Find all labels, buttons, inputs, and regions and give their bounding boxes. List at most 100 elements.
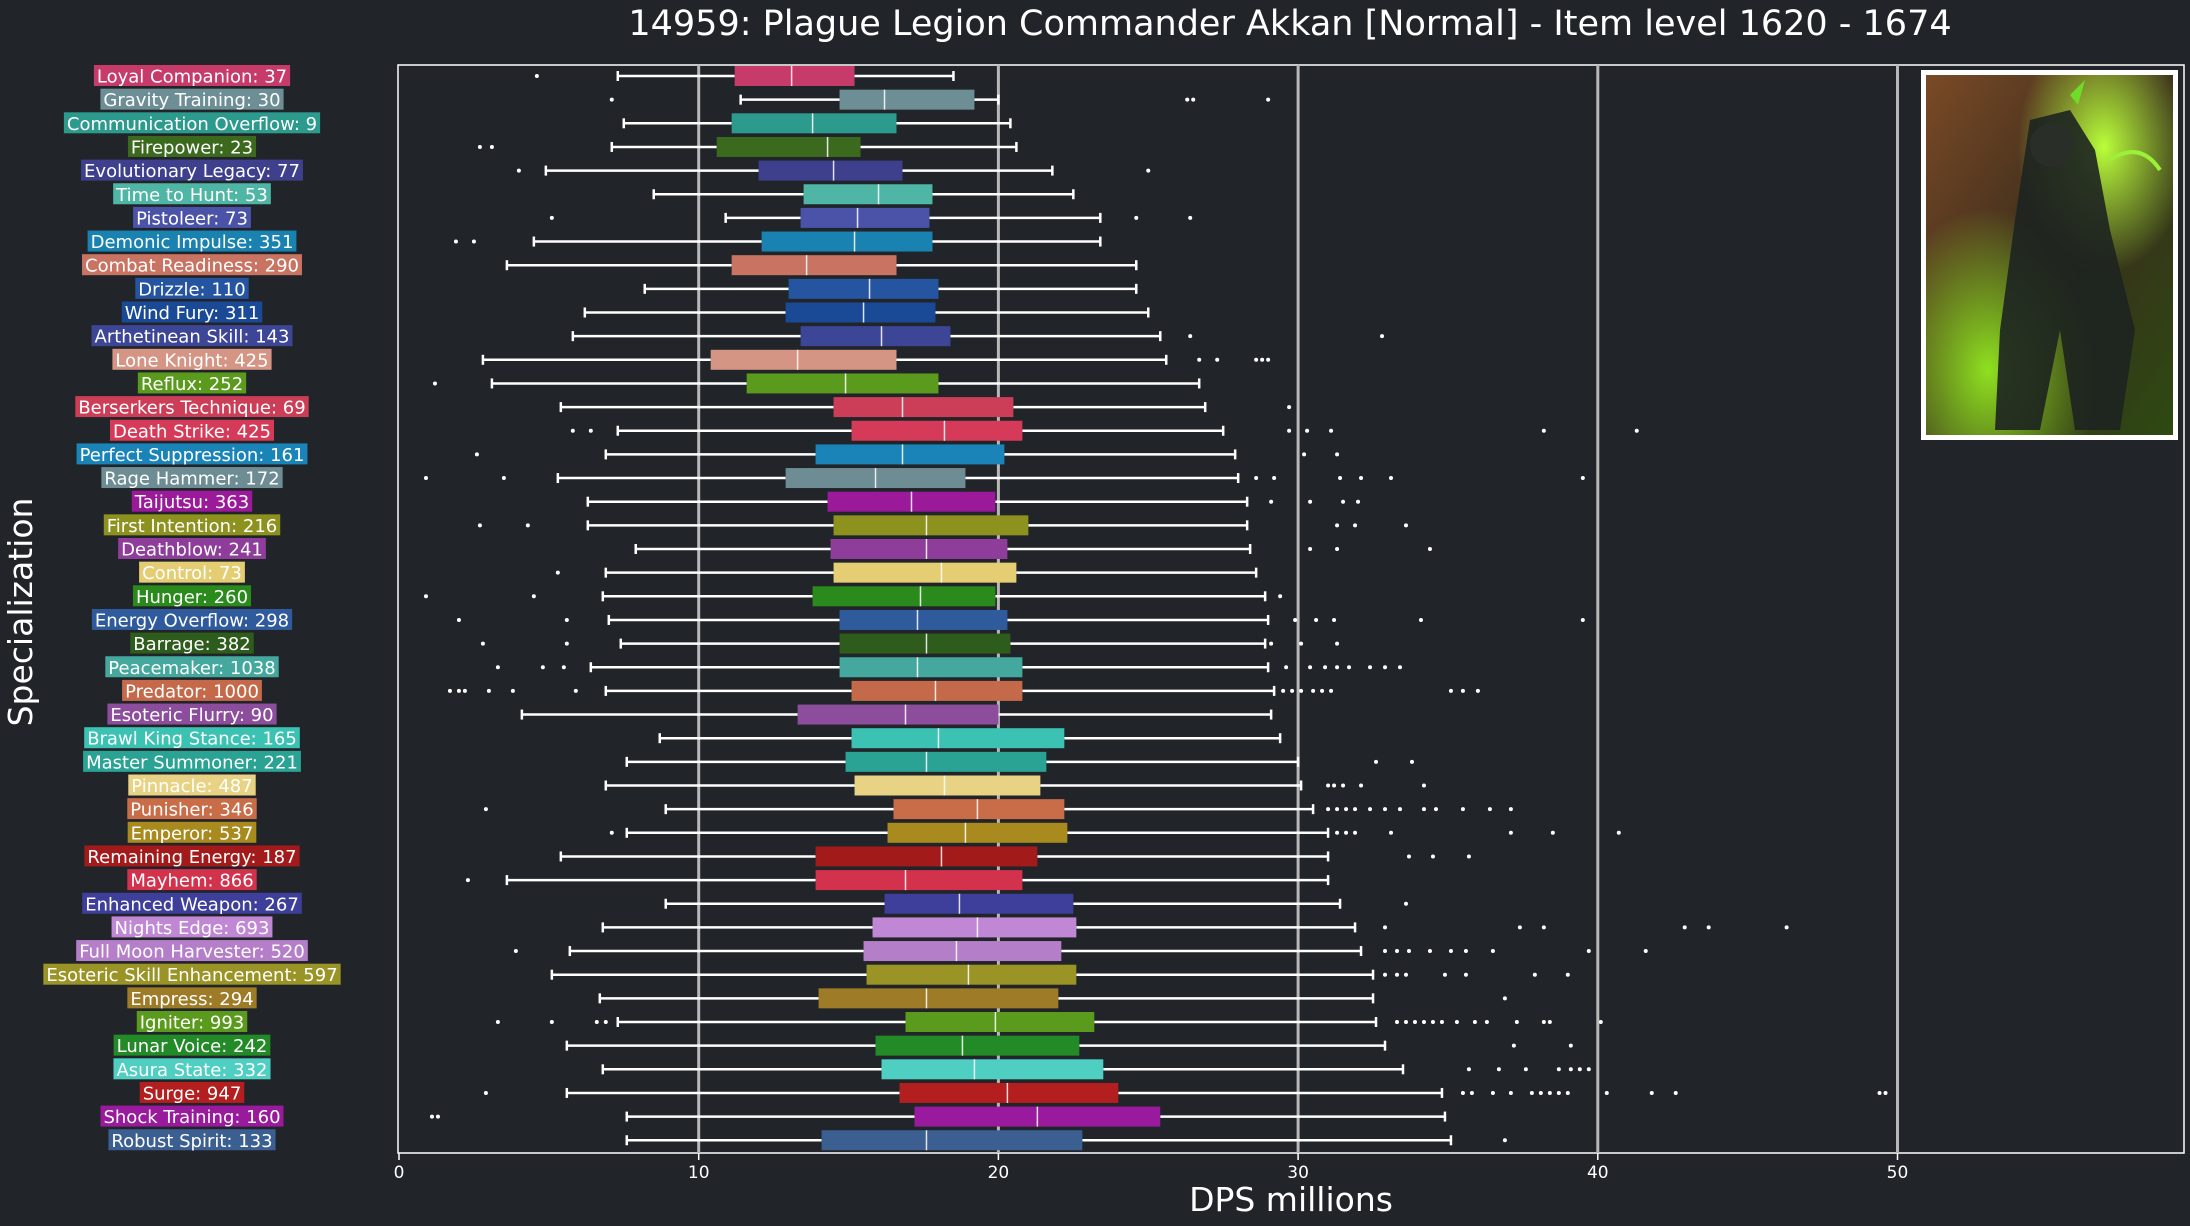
outlier-point bbox=[1335, 641, 1340, 646]
label-text: Demonic Impulse: 351 bbox=[91, 232, 294, 253]
outlier-point bbox=[1374, 759, 1379, 764]
outlier-point bbox=[1550, 830, 1555, 835]
outlier-point bbox=[1568, 1043, 1573, 1048]
box-row bbox=[516, 160, 1151, 181]
label-background bbox=[81, 159, 303, 181]
label-background bbox=[76, 443, 308, 465]
outlier-point bbox=[1577, 1067, 1582, 1072]
box-iqr bbox=[818, 988, 1059, 1009]
category-label: Full Moon Harvester: 520 bbox=[76, 940, 308, 963]
box-row bbox=[622, 113, 1012, 134]
outlier-point bbox=[1332, 617, 1337, 622]
outlier-point bbox=[1565, 1090, 1570, 1095]
label-text: Evolutionary Legacy: 77 bbox=[84, 161, 300, 182]
box-iqr bbox=[866, 964, 1077, 985]
outlier-point bbox=[1380, 334, 1385, 339]
outlier-point bbox=[1508, 1090, 1513, 1095]
outlier-point bbox=[1469, 1090, 1474, 1095]
label-background bbox=[127, 135, 257, 157]
label-text: Gravity Training: 30 bbox=[103, 90, 280, 111]
box-row bbox=[625, 1130, 1507, 1151]
box-row bbox=[483, 799, 1513, 820]
box-iqr bbox=[731, 255, 897, 276]
outlier-point bbox=[1514, 1020, 1519, 1024]
label-text: Brawl King Stance: 165 bbox=[87, 729, 297, 750]
box-row bbox=[481, 349, 1271, 370]
box-row bbox=[565, 1035, 1573, 1056]
category-label: Communication Overflow: 9 bbox=[63, 112, 321, 135]
label-text: Lunar Voice: 242 bbox=[117, 1036, 268, 1057]
outlier-point bbox=[1421, 807, 1426, 812]
outlier-point bbox=[1338, 476, 1343, 481]
outlier-point bbox=[1568, 1067, 1573, 1072]
outlier-point bbox=[453, 239, 458, 244]
outlier-point bbox=[1323, 665, 1328, 670]
outlier-point bbox=[1332, 783, 1337, 788]
outlier-point bbox=[1883, 1090, 1888, 1095]
label-text: Perfect Suppression: 161 bbox=[80, 445, 305, 466]
outlier-point bbox=[1287, 428, 1292, 433]
outlier-point bbox=[1538, 1090, 1543, 1095]
label-background bbox=[128, 774, 256, 796]
label-text: Drizzle: 110 bbox=[138, 279, 245, 300]
category-label: Death Strike: 425 bbox=[109, 419, 275, 442]
label-background bbox=[91, 608, 293, 630]
outlier-point bbox=[1439, 1020, 1444, 1024]
box-iqr bbox=[845, 751, 1047, 772]
outlier-point bbox=[1460, 1090, 1465, 1095]
label-background bbox=[87, 230, 297, 252]
category-label: First Intention: 216 bbox=[103, 514, 281, 537]
outlier-point bbox=[1490, 1090, 1495, 1095]
outlier-point bbox=[1448, 949, 1453, 954]
box-iqr bbox=[812, 586, 996, 607]
category-label: Arthetinean Skill: 143 bbox=[91, 325, 293, 348]
label-text: Remaining Energy: 187 bbox=[87, 847, 296, 868]
box-iqr bbox=[731, 113, 897, 134]
outlier-point bbox=[1472, 1020, 1477, 1024]
outlier-point bbox=[603, 1020, 608, 1024]
label-text: Shock Training: 160 bbox=[103, 1107, 280, 1128]
outlier-point bbox=[525, 523, 530, 528]
label-text: Surge: 947 bbox=[143, 1083, 242, 1104]
outlier-point bbox=[471, 239, 476, 244]
label-background bbox=[103, 514, 281, 536]
outlier-point bbox=[1353, 523, 1358, 528]
category-label: Igniter: 993 bbox=[136, 1011, 248, 1034]
outlier-point bbox=[1463, 972, 1468, 977]
outlier-point bbox=[1287, 405, 1292, 410]
outlier-point bbox=[1580, 476, 1585, 481]
label-text: Hunger: 260 bbox=[136, 587, 248, 608]
outlier-point bbox=[1484, 1020, 1489, 1024]
label-background bbox=[121, 301, 263, 323]
label-background bbox=[76, 940, 308, 962]
outlier-point bbox=[1463, 949, 1468, 954]
label-text: Wind Fury: 311 bbox=[125, 303, 260, 324]
outlier-point bbox=[1541, 428, 1546, 433]
box-iqr bbox=[788, 278, 939, 299]
boxes-layer bbox=[423, 66, 1888, 1151]
outlier-point bbox=[1682, 925, 1687, 930]
outlier-point bbox=[1347, 665, 1352, 670]
category-label: Barrage: 382 bbox=[130, 632, 254, 655]
label-text: First Intention: 216 bbox=[107, 516, 277, 537]
label-text: Berserkers Technique: 69 bbox=[78, 398, 305, 419]
outlier-point bbox=[1278, 594, 1283, 599]
outlier-point bbox=[1517, 925, 1522, 930]
outlier-point bbox=[1556, 1090, 1561, 1095]
box-iqr bbox=[821, 1130, 1083, 1151]
category-label: Shock Training: 160 bbox=[100, 1105, 284, 1128]
x-tick-label: 0 bbox=[394, 1163, 405, 1183]
outlier-point bbox=[1341, 499, 1346, 504]
outlier-point bbox=[564, 617, 569, 622]
box-iqr bbox=[899, 1082, 1119, 1103]
category-label: Hunger: 260 bbox=[132, 585, 252, 608]
label-background bbox=[93, 65, 291, 86]
box-row bbox=[429, 1106, 1447, 1127]
box-row bbox=[423, 586, 1283, 607]
box-iqr bbox=[833, 397, 1014, 418]
label-background bbox=[113, 1058, 271, 1080]
label-text: Taijutsu: 363 bbox=[134, 492, 249, 513]
outlier-point bbox=[513, 949, 518, 954]
outlier-point bbox=[1580, 617, 1585, 622]
outlier-point bbox=[516, 168, 521, 173]
